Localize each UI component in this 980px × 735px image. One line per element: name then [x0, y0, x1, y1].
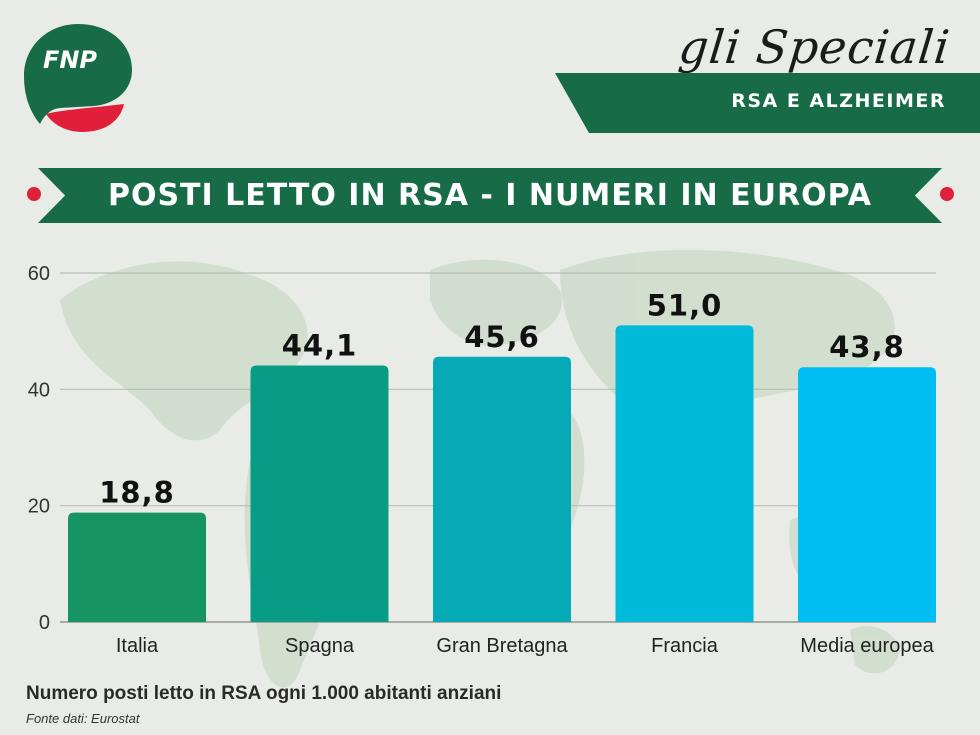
title-banner: [38, 168, 942, 223]
left-red-dot: [27, 187, 41, 201]
bar-value-label: 51,0: [647, 288, 723, 322]
bar-value-label: 44,1: [282, 328, 358, 362]
chart-caption: Numero posti letto in RSA ogni 1.000 abi…: [26, 683, 502, 704]
bar-italia: [68, 512, 206, 622]
fnp-logo: FNP: [24, 24, 132, 132]
bar-value-label: 45,6: [464, 320, 540, 354]
series-subtitle: RSA E ALZHEIMER: [731, 90, 946, 112]
bar-spagna: [250, 365, 389, 622]
labels: 0 20 40 60 18,8 Italia 44,1 Spagna 45,6 Gran Bret…: [28, 263, 935, 657]
chart-title: POSTI LETTO IN RSA - I NUMERI IN EUROPA: [107, 178, 873, 213]
x-category-label: Italia: [116, 635, 159, 657]
header-ribbon: [555, 73, 980, 133]
data-source: Fonte dati: Eurostat: [26, 711, 140, 726]
y-tick-label: 40: [28, 379, 50, 401]
bar-value-label: 43,8: [829, 330, 905, 364]
y-tick-label: 0: [39, 612, 50, 634]
bar-value-label: 18,8: [99, 476, 175, 510]
bar-media-europea: [798, 367, 936, 622]
x-category-label: Francia: [651, 635, 719, 657]
x-category-label: Media europea: [800, 635, 934, 657]
logo-text: FNP: [43, 46, 97, 74]
right-red-dot: [940, 187, 954, 201]
x-category-label: Gran Bretagna: [436, 635, 568, 657]
y-tick-label: 60: [28, 263, 50, 285]
y-tick-label: 20: [28, 496, 50, 518]
bars: [68, 325, 936, 622]
x-category-label: Spagna: [285, 635, 355, 657]
bar-gran-bretagna: [433, 356, 571, 622]
bar-francia: [615, 325, 754, 622]
